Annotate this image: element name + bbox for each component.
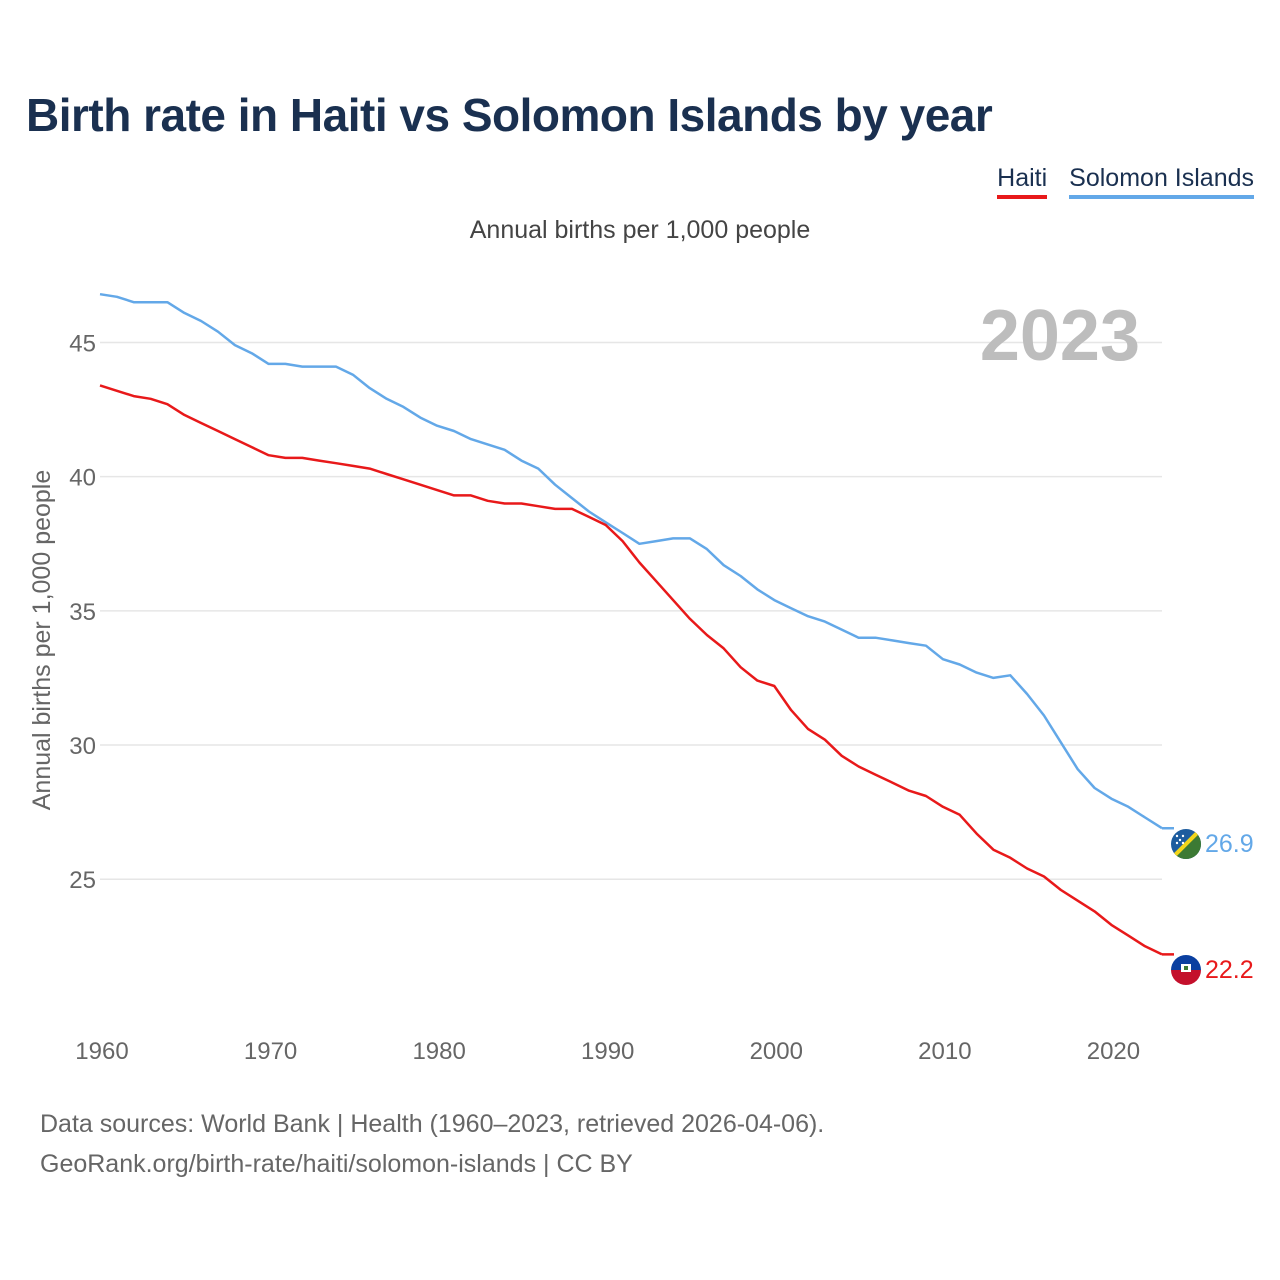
x-tick-label: 1990	[581, 1038, 634, 1065]
source-url-text: GeoRank.org/birth-rate/haiti/solomon-isl…	[40, 1150, 633, 1178]
legend: Haiti Solomon Islands	[997, 164, 1254, 199]
legend-item-haiti[interactable]: Haiti	[997, 164, 1048, 199]
haiti-flag-icon	[1171, 955, 1201, 985]
x-tick-label: 1980	[412, 1038, 465, 1065]
x-tick-label: 1970	[244, 1038, 297, 1065]
chart-subtitle: Annual births per 1,000 people	[469, 216, 811, 244]
x-axis-ticks: 1960 1970 1980 1990 2000 2010 2020	[75, 1038, 1140, 1065]
y-axis-ticks: 25 30 35 40 45	[69, 330, 96, 894]
series-lines	[99, 292, 1174, 956]
y-axis-label: Annual births per 1,000 people	[28, 470, 56, 811]
y-tick-label: 30	[69, 733, 96, 760]
y-tick-label: 25	[69, 867, 96, 894]
chart-title: Birth rate in Haiti vs Solomon Islands b…	[26, 89, 993, 141]
x-tick-label: 2010	[918, 1038, 971, 1065]
y-tick-label: 40	[69, 465, 96, 492]
haiti-end-value: 22.2	[1205, 956, 1254, 984]
year-label: 2023	[980, 296, 1140, 376]
x-tick-label: 2000	[750, 1038, 803, 1065]
legend-item-solomon-islands[interactable]: Solomon Islands	[1069, 164, 1254, 199]
gridlines	[100, 341, 1162, 880]
x-tick-label: 1960	[75, 1038, 128, 1065]
data-sources-text: Data sources: World Bank | Health (1960–…	[40, 1110, 825, 1138]
footer: Data sources: World Bank | Health (1960–…	[40, 1104, 824, 1184]
series-line-haiti[interactable]	[99, 384, 1163, 956]
x-tick-label: 2020	[1087, 1038, 1140, 1065]
y-tick-label: 45	[69, 330, 96, 357]
solomon-islands-flag-icon	[1171, 829, 1201, 859]
series-line-solomon-islands[interactable]	[99, 292, 1163, 830]
y-tick-label: 35	[69, 599, 96, 626]
solomon-end-value: 26.9	[1205, 830, 1254, 858]
